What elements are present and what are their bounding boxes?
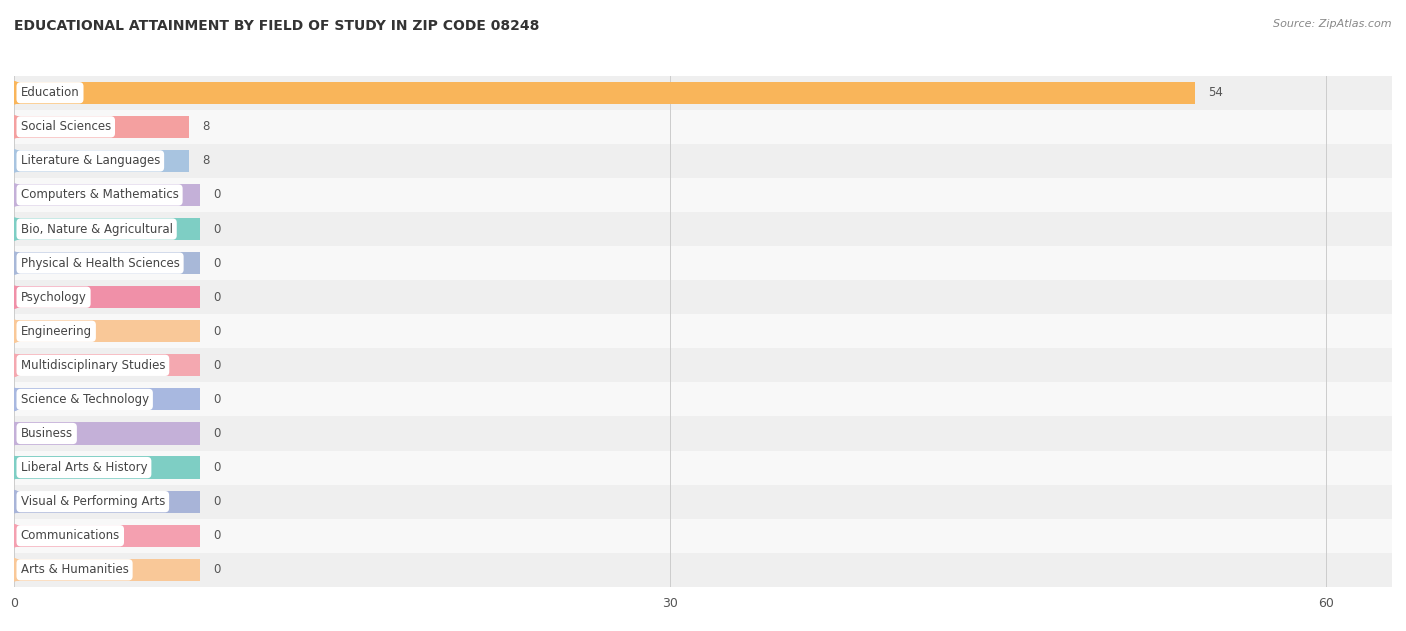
Text: Computers & Mathematics: Computers & Mathematics [21,189,179,201]
Text: 0: 0 [214,223,221,235]
Bar [14,354,200,377]
Bar [14,422,200,445]
Text: 0: 0 [214,325,221,338]
Bar [14,81,1195,104]
Bar [14,280,1392,314]
Bar [14,110,1392,144]
Bar [14,144,1392,178]
Text: Bio, Nature & Agricultural: Bio, Nature & Agricultural [21,223,173,235]
Bar [14,456,200,479]
Text: 0: 0 [214,257,221,269]
Text: 0: 0 [214,393,221,406]
Circle shape [7,150,21,172]
Bar [14,519,1392,553]
Text: EDUCATIONAL ATTAINMENT BY FIELD OF STUDY IN ZIP CODE 08248: EDUCATIONAL ATTAINMENT BY FIELD OF STUDY… [14,19,540,33]
Text: Business: Business [21,427,73,440]
Text: Multidisciplinary Studies: Multidisciplinary Studies [21,359,165,372]
Circle shape [7,524,21,547]
Text: Education: Education [21,86,79,99]
Bar [14,485,1392,519]
Circle shape [7,490,21,513]
Bar [14,246,1392,280]
Text: Physical & Health Sciences: Physical & Health Sciences [21,257,180,269]
Text: Liberal Arts & History: Liberal Arts & History [21,461,148,474]
Bar [14,388,200,411]
Text: 0: 0 [214,563,221,576]
Text: 54: 54 [1208,86,1223,99]
Text: 0: 0 [214,359,221,372]
Text: Literature & Languages: Literature & Languages [21,155,160,167]
Text: Engineering: Engineering [21,325,91,338]
Circle shape [7,456,21,479]
Text: Social Sciences: Social Sciences [21,121,111,133]
Circle shape [7,81,21,104]
Bar [14,348,1392,382]
Bar [14,286,200,309]
Bar [14,553,1392,587]
Bar [14,382,1392,416]
Circle shape [7,388,21,411]
Circle shape [7,252,21,274]
Bar [14,115,188,138]
Text: 0: 0 [214,291,221,304]
Circle shape [7,422,21,445]
Circle shape [7,286,21,309]
Bar [14,178,1392,212]
Text: Visual & Performing Arts: Visual & Performing Arts [21,495,165,508]
Text: 8: 8 [202,155,209,167]
Bar [14,490,200,513]
Circle shape [7,218,21,240]
Text: 8: 8 [202,121,209,133]
Bar [14,212,1392,246]
Text: 0: 0 [214,427,221,440]
Bar [14,451,1392,485]
Text: 0: 0 [214,461,221,474]
Circle shape [7,115,21,138]
Bar [14,314,1392,348]
Text: Science & Technology: Science & Technology [21,393,149,406]
Bar [14,252,200,274]
Text: 0: 0 [214,529,221,542]
Text: Source: ZipAtlas.com: Source: ZipAtlas.com [1274,19,1392,29]
Bar [14,150,188,172]
Bar [14,218,200,240]
Bar [14,416,1392,451]
Bar [14,184,200,206]
Circle shape [7,354,21,377]
Circle shape [7,558,21,581]
Circle shape [7,184,21,206]
Bar [14,558,200,581]
Text: 0: 0 [214,189,221,201]
Bar [14,320,200,343]
Text: Communications: Communications [21,529,120,542]
Bar [14,76,1392,110]
Text: Psychology: Psychology [21,291,87,304]
Bar [14,524,200,547]
Text: Arts & Humanities: Arts & Humanities [21,563,128,576]
Text: 0: 0 [214,495,221,508]
Circle shape [7,320,21,343]
